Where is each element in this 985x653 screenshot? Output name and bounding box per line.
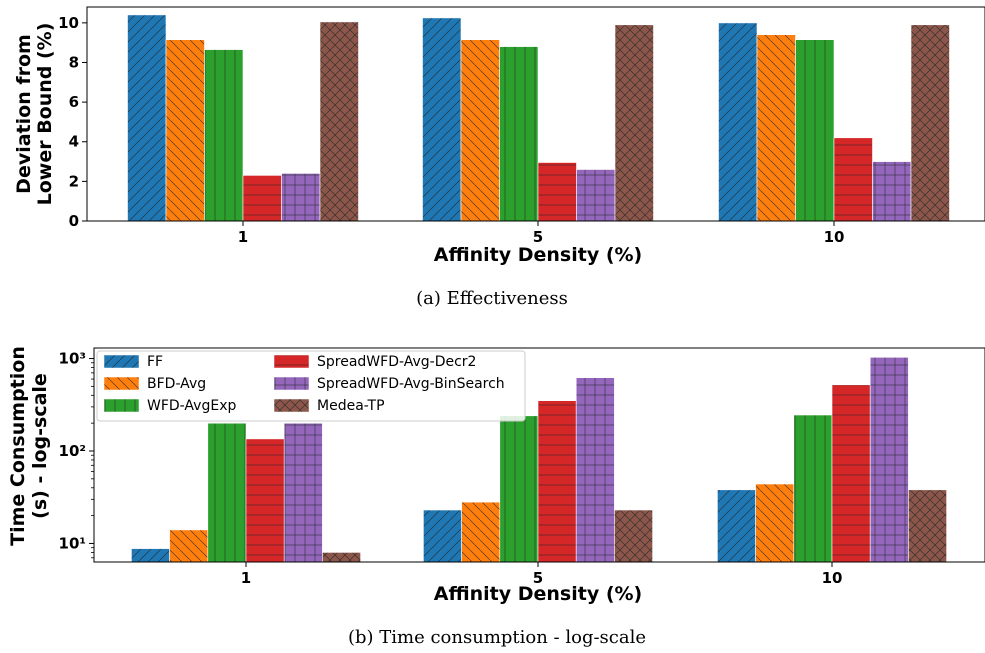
bar-wfd-avgexp-10 — [793, 414, 833, 563]
legend-swatch-bfd-avg — [103, 376, 140, 391]
bar-medea-tp-1 — [319, 21, 359, 222]
y-axis-label-line2: Lower Bound (%) — [34, 23, 56, 206]
legend-swatch-wfd-avgexp — [103, 398, 140, 413]
bar-spreadwfd-avg-binsearch-1 — [281, 173, 321, 222]
caption: (b) Time consumption - log-scale — [348, 627, 646, 648]
y-tick-label: 0 — [69, 212, 79, 230]
bar-spreadwfd-avg-decr2-10 — [831, 384, 871, 563]
y-tick-label: 10 — [58, 14, 79, 32]
bar-medea-tp-1 — [322, 552, 361, 563]
bar-wfd-avgexp-5 — [499, 46, 539, 222]
y-tick-label: 6 — [69, 93, 79, 111]
bar-spreadwfd-avg-decr2-5 — [537, 400, 577, 563]
y-axis-label-line2: (s) - log-scale — [29, 373, 51, 519]
y-tick-label: 4 — [69, 133, 79, 151]
y-tick-label: 10³ — [59, 350, 86, 368]
bar-wfd-avgexp-1 — [207, 422, 247, 563]
y-tick-label: 10¹ — [59, 534, 86, 552]
x-tick-label: 5 — [533, 228, 543, 246]
y-tick-label: 2 — [69, 172, 79, 190]
bar-medea-tp-5 — [614, 24, 654, 222]
y-tick-label: 10² — [59, 442, 86, 460]
bars-time-consumption — [131, 356, 947, 563]
bar-bfd-avg-1 — [165, 39, 205, 222]
bar-ff-1 — [131, 548, 170, 563]
bar-medea-tp-5 — [614, 509, 653, 563]
y-ticks-effectiveness: 0 2 4 6 8 10 — [58, 14, 87, 230]
bar-ff-5 — [422, 17, 462, 222]
x-tick-label: 1 — [238, 228, 248, 246]
bar-spreadwfd-avg-decr2-1 — [245, 438, 285, 563]
bars-effectiveness — [127, 14, 950, 222]
bar-ff-5 — [423, 509, 462, 563]
bar-bfd-avg-1 — [169, 529, 209, 563]
bar-ff-10 — [717, 489, 756, 563]
x-axis-label: Affinity Density (%) — [434, 244, 643, 266]
bar-spreadwfd-avg-binsearch-1 — [283, 422, 323, 563]
bar-bfd-avg-5 — [461, 501, 501, 563]
x-ticks-time-consumption: 1 5 10 — [241, 562, 843, 587]
bar-spreadwfd-avg-binsearch-10 — [869, 356, 909, 563]
bar-bfd-avg-10 — [756, 34, 796, 222]
bar-medea-tp-10 — [910, 24, 950, 222]
x-tick-label: 10 — [824, 228, 845, 246]
bar-ff-10 — [718, 22, 758, 222]
y-tick-label: 8 — [69, 53, 79, 71]
legend-label-spreadwfd-avg-binsearch: SpreadWFD-Avg-BinSearch — [317, 376, 505, 392]
x-tick-label: 5 — [533, 569, 543, 587]
legend-label-wfd-avgexp: WFD-AvgExp — [147, 398, 236, 414]
legend: FF BFD-Avg WFD-AvgExp SpreadWFD-Avg-Decr2 Sp… — [96, 350, 526, 422]
bar-spreadwfd-avg-binsearch-5 — [575, 377, 615, 563]
bar-spreadwfd-avg-decr2-1 — [242, 175, 282, 222]
x-tick-label: 10 — [822, 569, 843, 587]
legend-swatch-ff — [103, 354, 140, 369]
bar-bfd-avg-5 — [460, 39, 500, 222]
legend-swatch-spreadwfd-avg-binsearch — [273, 376, 310, 391]
legend-box — [96, 350, 526, 422]
bar-spreadwfd-avg-decr2-10 — [833, 137, 873, 222]
legend-label-bfd-avg: BFD-Avg — [147, 376, 206, 392]
legend-label-ff: FF — [147, 354, 163, 370]
y-axis-label-line1: Time Consumption — [7, 346, 29, 546]
bar-bfd-avg-10 — [755, 483, 795, 563]
x-tick-label: 1 — [241, 569, 251, 587]
legend-label-spreadwfd-avg-decr2: SpreadWFD-Avg-Decr2 — [317, 354, 476, 370]
y-ticks-time-consumption: 10¹ 10² 10³ — [59, 350, 94, 559]
x-ticks-effectiveness: 1 5 10 — [238, 221, 845, 246]
bar-spreadwfd-avg-binsearch-5 — [576, 169, 616, 222]
bar-wfd-avgexp-10 — [795, 39, 835, 222]
y-axis-label-line1: Deviation from — [13, 34, 35, 194]
x-axis-label: Affinity Density (%) — [434, 583, 643, 605]
legend-label-medea-tp: Medea-TP — [317, 398, 385, 414]
bar-spreadwfd-avg-binsearch-10 — [872, 161, 912, 222]
bar-spreadwfd-avg-decr2-5 — [537, 162, 577, 222]
legend-swatch-medea-tp — [273, 398, 310, 413]
bar-ff-1 — [127, 14, 167, 222]
caption: (a) Effectiveness — [416, 288, 568, 309]
bar-wfd-avgexp-5 — [499, 415, 539, 563]
bar-wfd-avgexp-1 — [204, 49, 244, 222]
bar-medea-tp-10 — [908, 489, 947, 563]
plot-frame-effectiveness — [86, 6, 985, 222]
legend-swatch-spreadwfd-avg-decr2 — [273, 354, 310, 369]
